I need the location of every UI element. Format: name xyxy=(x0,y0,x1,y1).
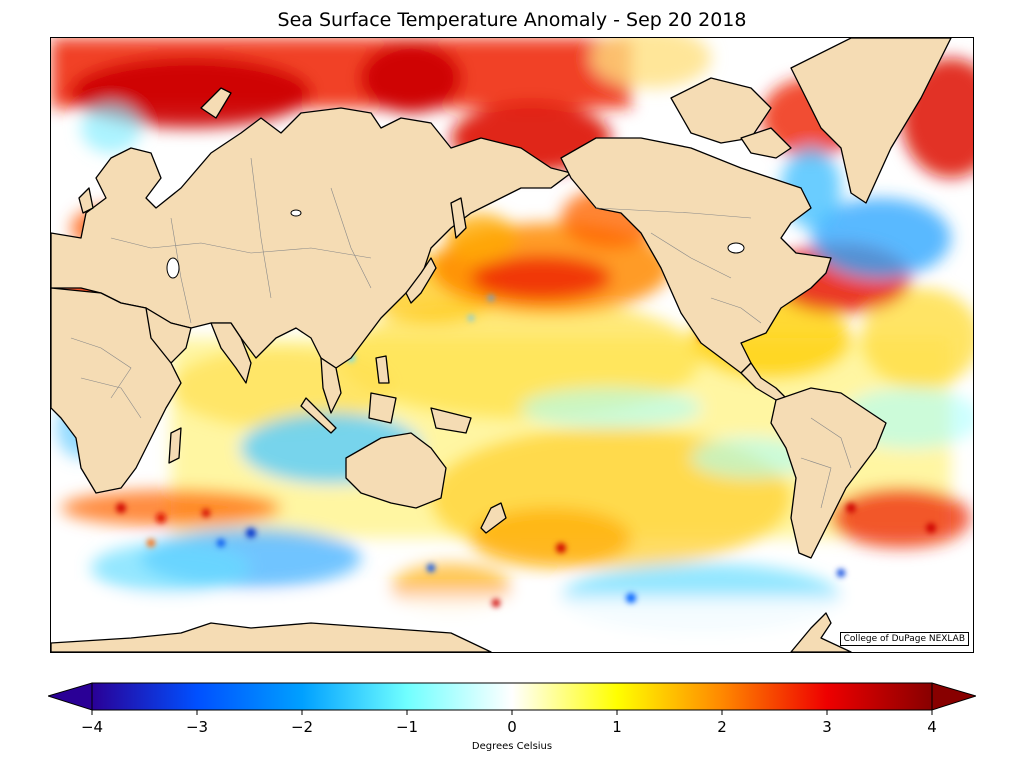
indochina xyxy=(320,357,342,414)
baffin xyxy=(740,127,792,159)
map-title: Sea Surface Temperature Anomaly - Sep 20… xyxy=(277,9,747,31)
colorbar-tick-label: 0 xyxy=(507,718,517,736)
new-zealand xyxy=(480,502,507,534)
colorbar-tick-label: 2 xyxy=(717,718,727,736)
credit-label: College of DuPage NEXLAB xyxy=(839,632,969,646)
borneo xyxy=(368,392,397,424)
lakes xyxy=(166,209,745,279)
south-america xyxy=(770,387,887,559)
colorbar-body xyxy=(91,682,933,711)
colorbar-tick-label: −1 xyxy=(395,718,419,736)
colorbar-tick-label: −2 xyxy=(290,718,314,736)
sst-anomaly-map: College of DuPage NEXLAB xyxy=(50,37,974,653)
colorbar-tick-label: −4 xyxy=(80,718,104,736)
india xyxy=(210,322,252,384)
madagascar xyxy=(168,427,182,464)
arctic-islands xyxy=(670,77,772,144)
north-america xyxy=(560,137,832,374)
map-canvas xyxy=(51,38,973,652)
colorbar-extend-high xyxy=(931,682,976,711)
colorbar xyxy=(48,682,976,715)
greenland xyxy=(790,38,952,204)
antarctica xyxy=(51,622,492,652)
colorbar-label: Degrees Celsius xyxy=(471,741,553,752)
novaya-zemlya xyxy=(200,87,232,119)
country-borders xyxy=(70,157,852,509)
japan xyxy=(405,257,437,304)
sakhalin xyxy=(450,197,467,239)
new-guinea xyxy=(430,407,472,434)
antarctic-peninsula xyxy=(790,612,852,652)
central-america xyxy=(740,362,787,401)
colorbar-tick-label: 3 xyxy=(822,718,832,736)
colorbar-tick-label: 4 xyxy=(927,718,937,736)
colorbar-extend-low xyxy=(48,682,93,711)
british-isles xyxy=(78,187,94,214)
colorbar-tick-marks xyxy=(91,710,933,715)
land-masses xyxy=(51,38,952,652)
sumatra xyxy=(300,397,337,434)
philippines xyxy=(375,355,390,384)
colorbar-tick-label: 1 xyxy=(612,718,622,736)
australia xyxy=(345,432,447,509)
colorbar-tick-label: −3 xyxy=(185,718,209,736)
